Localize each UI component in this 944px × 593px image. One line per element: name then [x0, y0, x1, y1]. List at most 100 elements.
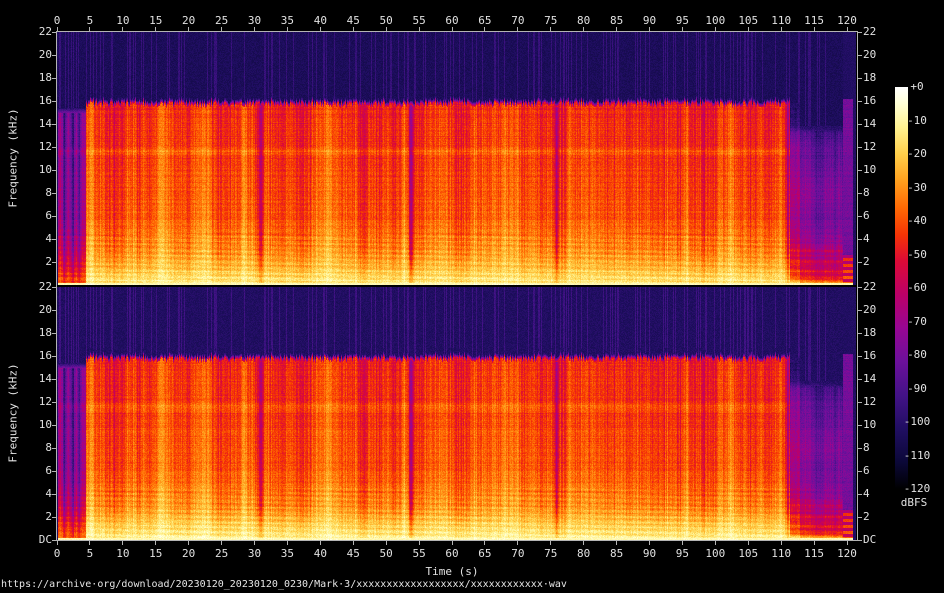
freq-tick-label-right: 8	[863, 186, 870, 199]
freq-tick-label-right: 4	[863, 232, 870, 245]
colorbar-tick-label: -20	[907, 147, 927, 160]
time-tick-top	[452, 27, 453, 31]
time-tick-label-top: 90	[642, 14, 657, 27]
freq-tick-label-left: 16	[38, 349, 52, 362]
time-tick-bottom	[320, 541, 321, 545]
time-tick-label-top: 85	[609, 14, 624, 27]
time-tick-top	[221, 27, 222, 31]
time-tick-label-bottom: 90	[642, 547, 657, 560]
freq-tick-label-left: 12	[38, 395, 52, 408]
freq-tick-left	[52, 402, 56, 403]
time-tick-bottom	[814, 541, 815, 545]
freq-tick-label-right: 16	[863, 349, 877, 362]
time-tick-label-top: 20	[182, 14, 196, 27]
time-tick-top	[517, 27, 518, 31]
time-tick-bottom	[517, 541, 518, 545]
time-tick-bottom	[682, 541, 683, 545]
freq-tick-label-left: 22	[38, 280, 52, 293]
freq-tick-label-left: 18	[38, 71, 52, 84]
freq-tick-label-right: 8	[863, 441, 870, 454]
time-tick-top	[353, 27, 354, 31]
time-tick-label-top: 15	[149, 14, 163, 27]
freq-tick-label-left: 14	[38, 372, 52, 385]
freq-tick-right	[858, 333, 862, 334]
time-tick-top	[386, 27, 387, 31]
time-tick-label-top: 35	[280, 14, 295, 27]
time-tick-label-top: 30	[247, 14, 262, 27]
time-tick-label-bottom: 35	[280, 547, 295, 560]
time-tick-label-top: 80	[577, 14, 591, 27]
freq-tick-label-left: 22	[38, 25, 52, 38]
freq-tick-left	[52, 193, 56, 194]
time-tick-label-bottom: 95	[675, 547, 690, 560]
freq-tick-left	[52, 494, 56, 495]
freq-tick-left	[52, 379, 56, 380]
time-tick-label-top: 5	[86, 14, 94, 27]
time-tick-top	[616, 27, 617, 31]
plot-frame-bottom-line	[56, 540, 858, 541]
time-tick-top	[649, 27, 650, 31]
title-url-text: https://archive·org/download/20230120_20…	[1, 579, 567, 590]
time-tick-label-top: 75	[544, 14, 558, 27]
freq-tick-right	[858, 216, 862, 217]
colorbar-tick-label: -90	[907, 381, 927, 395]
freq-tick-right	[858, 287, 862, 288]
colorbar-tick-label: -100	[903, 415, 931, 428]
freq-tick-right	[858, 517, 862, 518]
time-tick-label-bottom: 25	[214, 547, 229, 560]
freq-tick-label-right: 14	[863, 117, 877, 130]
freq-tick-label-left: 10	[38, 163, 52, 176]
freq-tick-label-right: 18	[863, 71, 877, 84]
time-tick-label-top: 105	[738, 14, 759, 27]
freq-tick-label-left: 8	[45, 441, 52, 454]
time-tick-label-bottom: 70	[511, 547, 525, 560]
time-tick-label-bottom: 15	[149, 547, 163, 560]
freq-tick-label-left: 4	[45, 487, 52, 500]
time-tick-label-top: 65	[478, 14, 492, 27]
freq-tick-left	[52, 517, 56, 518]
time-tick-top	[781, 27, 782, 31]
time-tick-bottom	[616, 541, 617, 545]
time-tick-label-bottom: 0	[53, 547, 61, 560]
freq-tick-left	[52, 216, 56, 217]
freq-tick-label-left: DC	[38, 533, 52, 546]
time-tick-bottom	[122, 541, 123, 545]
freq-tick-label-left: 6	[45, 209, 52, 222]
time-tick-label-bottom: 40	[313, 547, 327, 560]
freq-tick-right	[858, 402, 862, 403]
freq-tick-right	[858, 101, 862, 102]
time-tick-label-top: 25	[214, 14, 229, 27]
freq-tick-left	[52, 356, 56, 357]
freq-tick-label-right: 12	[863, 395, 877, 408]
time-tick-top	[89, 27, 90, 31]
time-tick-label-top: 95	[675, 14, 690, 27]
time-tick-label-bottom: 85	[609, 547, 624, 560]
freq-tick-label-right: 10	[863, 418, 877, 431]
time-tick-label-top: 10	[116, 14, 130, 27]
freq-tick-right	[858, 32, 862, 33]
freq-tick-right	[858, 310, 862, 311]
time-tick-label-top: 50	[379, 14, 393, 27]
time-tick-label-top: 100	[705, 14, 726, 27]
freq-tick-left	[52, 170, 56, 171]
time-tick-top	[419, 27, 420, 31]
time-tick-bottom	[781, 541, 782, 545]
time-tick-bottom	[353, 541, 354, 545]
time-tick-top	[188, 27, 189, 31]
freq-tick-right	[858, 193, 862, 194]
freq-tick-label-right: 16	[863, 94, 877, 107]
freq-tick-left	[52, 448, 56, 449]
freq-tick-label-right: 20	[863, 303, 877, 316]
freq-tick-label-right: 2	[863, 510, 870, 523]
time-tick-bottom	[649, 541, 650, 545]
time-tick-top	[320, 27, 321, 31]
time-tick-label-bottom: 20	[182, 547, 196, 560]
time-tick-label-top: 40	[313, 14, 327, 27]
freq-tick-label-left: 8	[45, 186, 52, 199]
time-tick-label-bottom: 45	[346, 547, 360, 560]
freq-tick-right	[858, 124, 862, 125]
freq-tick-left	[52, 287, 56, 288]
time-tick-label-bottom: 65	[478, 547, 492, 560]
time-tick-bottom	[583, 541, 584, 545]
colorbar-gradient	[895, 87, 908, 489]
